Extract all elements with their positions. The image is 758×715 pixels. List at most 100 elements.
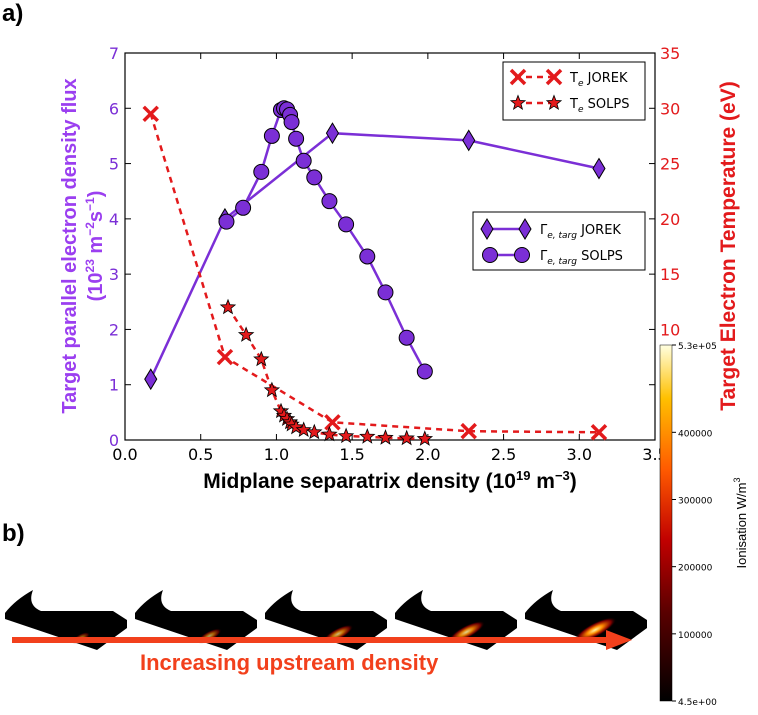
te-jorek-point (460, 422, 477, 440)
legend-te-solps-marker (509, 94, 527, 111)
legend-flux: Γe, targ JOREK Γe, targ SOLPS (472, 211, 646, 271)
left-tick-label: 4 (109, 210, 119, 229)
te-solps-point (237, 326, 255, 342)
flux-solps-point (377, 284, 394, 301)
left-tick-label: 7 (109, 44, 119, 63)
x-ticks: 0.0 0.5 1.0 1.5 2.0 2.5 3.0 3.5 (112, 53, 668, 464)
legend-flux-solps-label: Γe, targ SOLPS (540, 249, 623, 267)
flux-solps-point (235, 199, 252, 216)
flux-solps-point (263, 127, 280, 144)
right-tick-label: 30 (660, 99, 680, 118)
x-tick-label: 2.0 (415, 445, 440, 464)
colorbar-tick-label: 400000 (678, 429, 713, 439)
flux-solps-point (416, 363, 433, 380)
x-tick-label: 3.0 (567, 445, 592, 464)
density-arrow (12, 630, 632, 650)
colorbar-tick-label: 300000 (678, 496, 713, 506)
divertor-geometry (395, 590, 517, 650)
te-jorek-point (324, 414, 341, 431)
te-solps-point (306, 423, 323, 440)
left-tick-label: 0 (109, 431, 119, 450)
colorbar-tick-label: 100000 (678, 631, 713, 641)
legend-flux-jorek-label: Γe, targ JOREK (540, 223, 621, 241)
flux-solps-point (295, 152, 312, 169)
te-jorek-point (216, 348, 234, 366)
legend-te-jorek-label: Te JOREK (569, 71, 628, 89)
flux-jorek-point (462, 129, 476, 152)
legend-te-solps-marker (545, 94, 563, 111)
flux-solps-point (398, 329, 415, 346)
divertor-geometry (135, 590, 257, 650)
x-tick-label: 0.5 (188, 445, 213, 464)
te-jorek-point (142, 105, 159, 123)
colorbar-label: Ionisation W/m3 (732, 478, 749, 569)
flux-solps-point (288, 130, 305, 147)
x-tick-label: 2.5 (491, 445, 516, 464)
legend-te-solps-label: Te SOLPS (569, 97, 629, 115)
increasing-density-caption: Increasing upstream density (140, 650, 439, 675)
colorbar-tick-label: 200000 (678, 564, 713, 574)
left-tick-label: 1 (109, 376, 119, 395)
left-tick-label: 3 (109, 265, 119, 284)
markers-layer (142, 100, 608, 446)
legend-flux-solps-marker (482, 247, 498, 263)
flux-solps-point (359, 248, 376, 265)
colorbar-full: 5.3e+05 400000 300000 200000 100000 4.5e+00 I… (659, 342, 749, 708)
flux-jorek-point (592, 157, 606, 180)
right-tick-label: 10 (660, 320, 680, 339)
divertor-geometry (5, 590, 127, 650)
te-jorek-point (590, 424, 608, 441)
flux-solps-point (283, 114, 300, 131)
panel-a-label: a) (2, 0, 24, 27)
te-solps-point (219, 298, 237, 315)
flux-solps-line (225, 106, 426, 372)
series-layer (149, 106, 600, 440)
legend-te-jorek-marker (545, 68, 563, 86)
flux-solps-point (253, 163, 270, 180)
main-chart: 0 1 2 3 4 5 6 7 0 5 10 15 20 25 30 35 0.0 0.5 1.0 1.5 2.0 2… (59, 44, 740, 493)
flux-jorek-point (144, 368, 158, 391)
right-tick-label: 35 (660, 44, 680, 63)
left-axis-label-units: (1023 m−2s−1) (83, 191, 107, 302)
legend-te-jorek-marker (509, 68, 527, 86)
colorbar-tick-label: 5.3e+05 (678, 342, 717, 352)
legend-flux-jorek-marker (518, 218, 532, 240)
te-solps-point (253, 350, 270, 367)
ionisation-front (573, 617, 617, 643)
te-solps-line (226, 306, 425, 440)
left-tick-label: 2 (109, 320, 119, 339)
te-solps-point (416, 430, 434, 446)
flux-solps-point (338, 216, 355, 233)
colorbar-tick-label: 4.5e+00 (678, 698, 717, 708)
x-tick-label: 1.5 (339, 445, 364, 464)
right-tick-label: 15 (660, 265, 680, 284)
left-tick-label: 6 (109, 99, 119, 118)
te-solps-point (295, 421, 312, 438)
divertor-geometry (265, 590, 387, 650)
panel-b-label: b) (2, 520, 25, 547)
flux-jorek-point (325, 122, 340, 145)
left-tick-label: 5 (109, 155, 119, 174)
plot-frame (124, 52, 656, 441)
x-tick-label: 1.0 (264, 445, 289, 464)
te-jorek-line (149, 113, 600, 434)
x-axis-label: Midplane separatrix density (1019 m−3) (203, 468, 577, 493)
colorbar-gradient (659, 344, 673, 702)
legend-temperature: Te JOREK Te SOLPS (502, 61, 646, 121)
legend-flux-solps-marker (514, 247, 530, 263)
te-solps-point (377, 429, 394, 445)
right-tick-label: 25 (660, 155, 680, 174)
flux-solps-point (321, 193, 338, 210)
te-solps-point (321, 425, 338, 442)
te-solps-point (263, 381, 281, 398)
legend-flux-jorek-marker (480, 218, 494, 240)
te-solps-point (337, 427, 355, 444)
flux-solps-point (306, 169, 323, 186)
right-tick-label: 20 (660, 210, 680, 229)
x-tick-label: 0.0 (112, 445, 137, 464)
left-axis-label: Target parallel electron density flux (59, 78, 81, 413)
right-axis-label: Target Electron Temperature (eV) (717, 81, 740, 410)
te-solps-point (398, 429, 415, 446)
te-solps-point (287, 418, 305, 435)
left-ticks: 0 1 2 3 4 5 6 7 (109, 44, 131, 450)
